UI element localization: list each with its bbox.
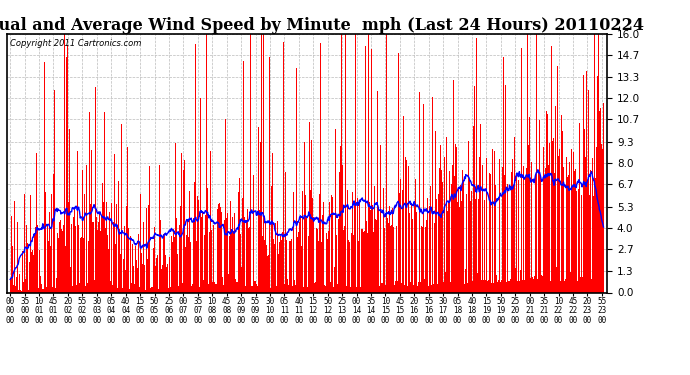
Text: Copyright 2011 Cartronics.com: Copyright 2011 Cartronics.com [10, 39, 141, 48]
Title: Actual and Average Wind Speed by Minute  mph (Last 24 Hours) 20110224: Actual and Average Wind Speed by Minute … [0, 16, 644, 34]
